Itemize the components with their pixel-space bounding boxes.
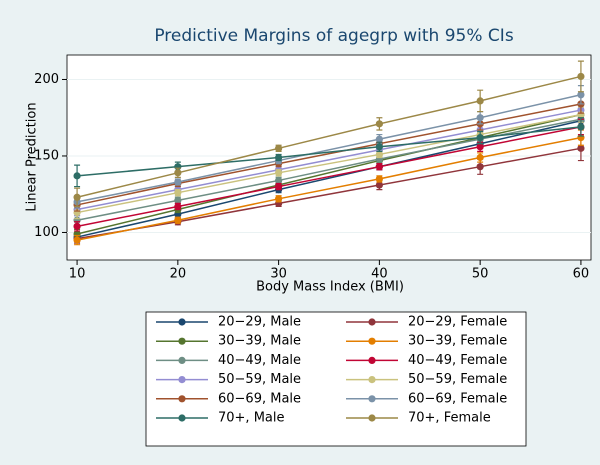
legend-label: 50−59, Male	[218, 372, 301, 387]
legend-label: 20−29, Male	[218, 315, 301, 330]
legend-label: 40−49, Female	[408, 353, 507, 368]
legend-marker	[178, 395, 186, 403]
series-line	[76, 94, 582, 203]
point	[174, 196, 182, 204]
point	[174, 216, 182, 224]
point	[476, 153, 484, 162]
legend-marker	[368, 376, 376, 384]
legend-marker	[178, 414, 186, 422]
point	[375, 120, 383, 128]
x-tick-label: 40	[371, 267, 388, 282]
legend-label: 60−69, Male	[218, 391, 301, 406]
legend-marker	[368, 395, 376, 403]
legend-marker	[178, 356, 186, 364]
series-line	[76, 103, 582, 206]
y-tick-label: 150	[34, 148, 59, 163]
legend-label: 30−39, Male	[218, 334, 301, 349]
point	[375, 163, 383, 171]
point	[375, 181, 383, 189]
legend-marker	[178, 337, 186, 345]
point	[577, 123, 585, 131]
point	[476, 163, 484, 171]
plot-area	[66, 54, 592, 261]
point	[73, 193, 81, 201]
point	[375, 150, 383, 159]
point	[476, 134, 484, 142]
series-line	[76, 147, 582, 240]
legend-label: 30−39, Female	[408, 334, 507, 349]
point	[476, 114, 484, 122]
x-tick-label: 50	[472, 267, 489, 282]
x-axis-title: Body Mass Index (BMI)	[256, 280, 404, 295]
legend-marker	[178, 376, 186, 384]
point	[476, 143, 484, 151]
y-axis-title: Linear Prediction	[25, 102, 40, 211]
point	[375, 135, 383, 143]
point	[174, 178, 182, 186]
series-line	[76, 113, 582, 235]
point	[275, 182, 283, 191]
y-tick-label: 100	[34, 225, 59, 240]
x-tick-label: 60	[573, 267, 590, 282]
point	[275, 176, 283, 185]
series-line	[76, 109, 582, 211]
legend-marker	[368, 337, 376, 345]
point	[577, 144, 585, 152]
legend-marker	[368, 318, 376, 326]
legend-label: 70+, Female	[408, 411, 491, 426]
legend-marker	[368, 356, 376, 364]
point	[577, 72, 585, 81]
point	[174, 169, 182, 177]
point	[174, 189, 182, 197]
point	[275, 153, 283, 162]
series-line	[76, 75, 582, 199]
series-line	[76, 120, 582, 238]
point	[275, 169, 283, 177]
point	[275, 144, 283, 152]
x-tick-label: 20	[170, 267, 187, 282]
point	[73, 172, 81, 180]
point	[275, 195, 283, 203]
point	[174, 202, 182, 211]
point	[73, 222, 81, 230]
legend-label: 20−29, Female	[408, 315, 507, 330]
legend-label: 50−59, Female	[408, 372, 507, 387]
series-line	[76, 113, 582, 214]
x-tick-label: 30	[270, 267, 287, 282]
legend-label: 40−49, Male	[218, 353, 301, 368]
legend-label: 70+, Male	[218, 411, 285, 426]
legend-marker	[178, 318, 186, 326]
series-line	[76, 136, 582, 241]
point	[577, 91, 585, 99]
point	[73, 236, 81, 244]
series-line	[76, 126, 582, 228]
point	[476, 97, 484, 105]
chart-title: Predictive Margins of agegrp with 95% CI…	[154, 26, 514, 46]
legend-label: 60−69, Female	[408, 391, 507, 406]
legend-box	[145, 311, 527, 447]
point	[375, 143, 383, 151]
legend-marker	[368, 414, 376, 422]
x-tick-label: 10	[69, 267, 86, 282]
point	[375, 175, 383, 183]
series-line	[77, 126, 582, 177]
y-tick-label: 200	[34, 72, 59, 87]
